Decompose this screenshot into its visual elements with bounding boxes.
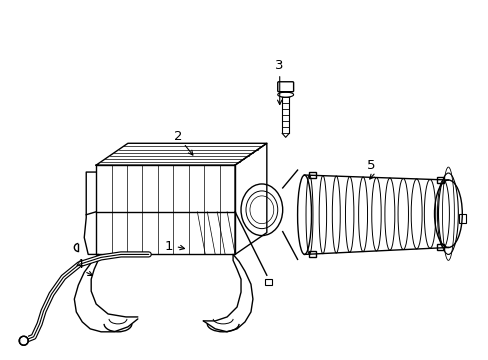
Text: 5: 5: [366, 159, 374, 172]
Text: 3: 3: [275, 59, 284, 72]
Bar: [436, 177, 444, 183]
Bar: [308, 172, 316, 178]
Text: 4: 4: [75, 258, 83, 271]
Bar: [308, 251, 316, 257]
Bar: [436, 244, 444, 251]
FancyBboxPatch shape: [277, 82, 293, 92]
Bar: [264, 279, 271, 285]
Text: 2: 2: [174, 130, 183, 143]
Text: 1: 1: [164, 240, 172, 253]
Bar: [458, 214, 466, 223]
